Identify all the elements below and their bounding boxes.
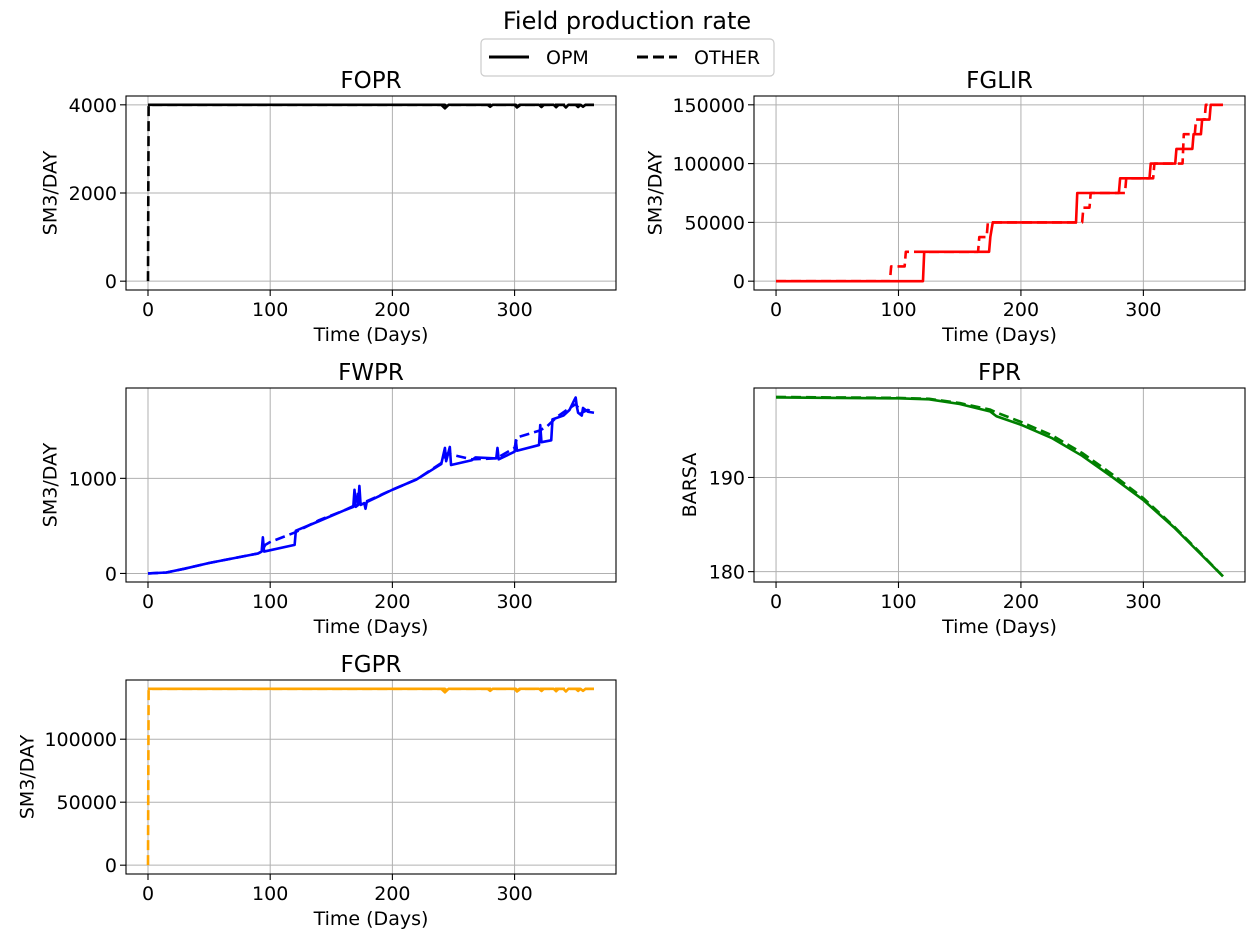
y-tick-label: 0 — [105, 855, 117, 877]
subplot-fpr: 0 100 200 300 180 190 FPR Time (Days) BARSA — [679, 360, 1246, 638]
series-line-opm — [147, 396, 595, 575]
x-tick-label: 0 — [770, 591, 782, 613]
x-tick-label: 200 — [1003, 299, 1039, 321]
x-axis-label: Time (Days) — [941, 324, 1057, 346]
y-tick-label: 50000 — [57, 792, 117, 814]
series-line-other — [146, 103, 594, 282]
y-axis-label: SM3/DAY — [644, 150, 666, 235]
axes-frame — [753, 95, 1246, 291]
series-line-opm — [776, 103, 1223, 283]
x-tick-label: 100 — [252, 591, 288, 613]
legend-frame — [480, 38, 775, 77]
y-tick-label: 0 — [105, 271, 117, 293]
series-line-opm — [776, 396, 1224, 578]
y-tick-label: 50000 — [685, 212, 745, 234]
y-tick-label: 4000 — [69, 95, 117, 117]
y-tick-label: 2000 — [69, 183, 117, 205]
x-axis-label: Time (Days) — [313, 616, 429, 638]
legend-label-other: OTHER — [694, 47, 760, 69]
y-tick-label: 0 — [105, 563, 117, 585]
x-tick-label: 0 — [142, 299, 154, 321]
axes-frame — [753, 387, 1246, 583]
figure-legend: OPM OTHER — [480, 38, 775, 77]
subplot-fgpr: 0 100 200 300 0 50000 100000 FGPR Time (Days) SM3… — [16, 652, 617, 930]
x-tick-label: 100 — [252, 883, 288, 905]
x-tick-label: 300 — [496, 883, 532, 905]
y-axis-label: SM3/DAY — [16, 734, 38, 819]
y-tick-label: 150000 — [672, 95, 745, 117]
y-tick-label: 180 — [709, 562, 745, 584]
y-tick-label: 100000 — [672, 154, 745, 176]
x-tick-label: 200 — [1003, 591, 1039, 613]
x-tick-label: 200 — [374, 591, 410, 613]
series-line-other — [147, 402, 595, 575]
x-axis-label: Time (Days) — [941, 616, 1057, 638]
y-axis-label: BARSA — [679, 453, 701, 518]
x-tick-label: 300 — [496, 591, 532, 613]
x-tick-label: 0 — [770, 299, 782, 321]
series-line-other — [146, 687, 594, 866]
subplot-fwpr: 0 100 200 300 0 1000 FWPR Time (Days) SM3/DAY — [40, 360, 617, 638]
y-axis-label: SM3/DAY — [40, 442, 62, 527]
subplot-title: FOPR — [340, 68, 401, 94]
x-axis-label: Time (Days) — [313, 908, 429, 930]
axes-frame — [125, 679, 617, 875]
subplot-fopr: 0 100 200 300 0 2000 4000 FOPR Time (Days) SM3/DA… — [40, 68, 617, 346]
y-tick-label: 190 — [709, 467, 745, 489]
subplot-fglir: 0 100 200 300 0 50000 100000 150000 FGLIR Time (D… — [644, 68, 1246, 346]
y-tick-label: 1000 — [69, 468, 117, 490]
x-tick-label: 300 — [1125, 299, 1161, 321]
y-axis-label: SM3/DAY — [40, 150, 62, 235]
x-tick-label: 300 — [1125, 591, 1161, 613]
subplot-title: FWPR — [338, 360, 404, 386]
subplot-title: FPR — [978, 360, 1021, 386]
x-axis-label: Time (Days) — [313, 324, 429, 346]
subplot-title: FGPR — [341, 652, 402, 678]
series-line-other — [776, 103, 1223, 283]
axes-frame — [125, 387, 617, 583]
x-tick-label: 300 — [496, 299, 532, 321]
x-tick-label: 0 — [142, 591, 154, 613]
legend-label-opm: OPM — [546, 47, 589, 69]
x-tick-label: 100 — [880, 299, 916, 321]
figure-title: Field production rate — [503, 7, 751, 35]
x-tick-label: 100 — [252, 299, 288, 321]
x-tick-label: 200 — [374, 299, 410, 321]
y-tick-label: 100000 — [44, 729, 117, 751]
series-line-other — [776, 395, 1224, 578]
x-tick-label: 0 — [142, 883, 154, 905]
subplot-title: FGLIR — [966, 68, 1033, 94]
x-tick-label: 100 — [880, 591, 916, 613]
y-tick-label: 0 — [733, 271, 745, 293]
x-tick-label: 200 — [374, 883, 410, 905]
